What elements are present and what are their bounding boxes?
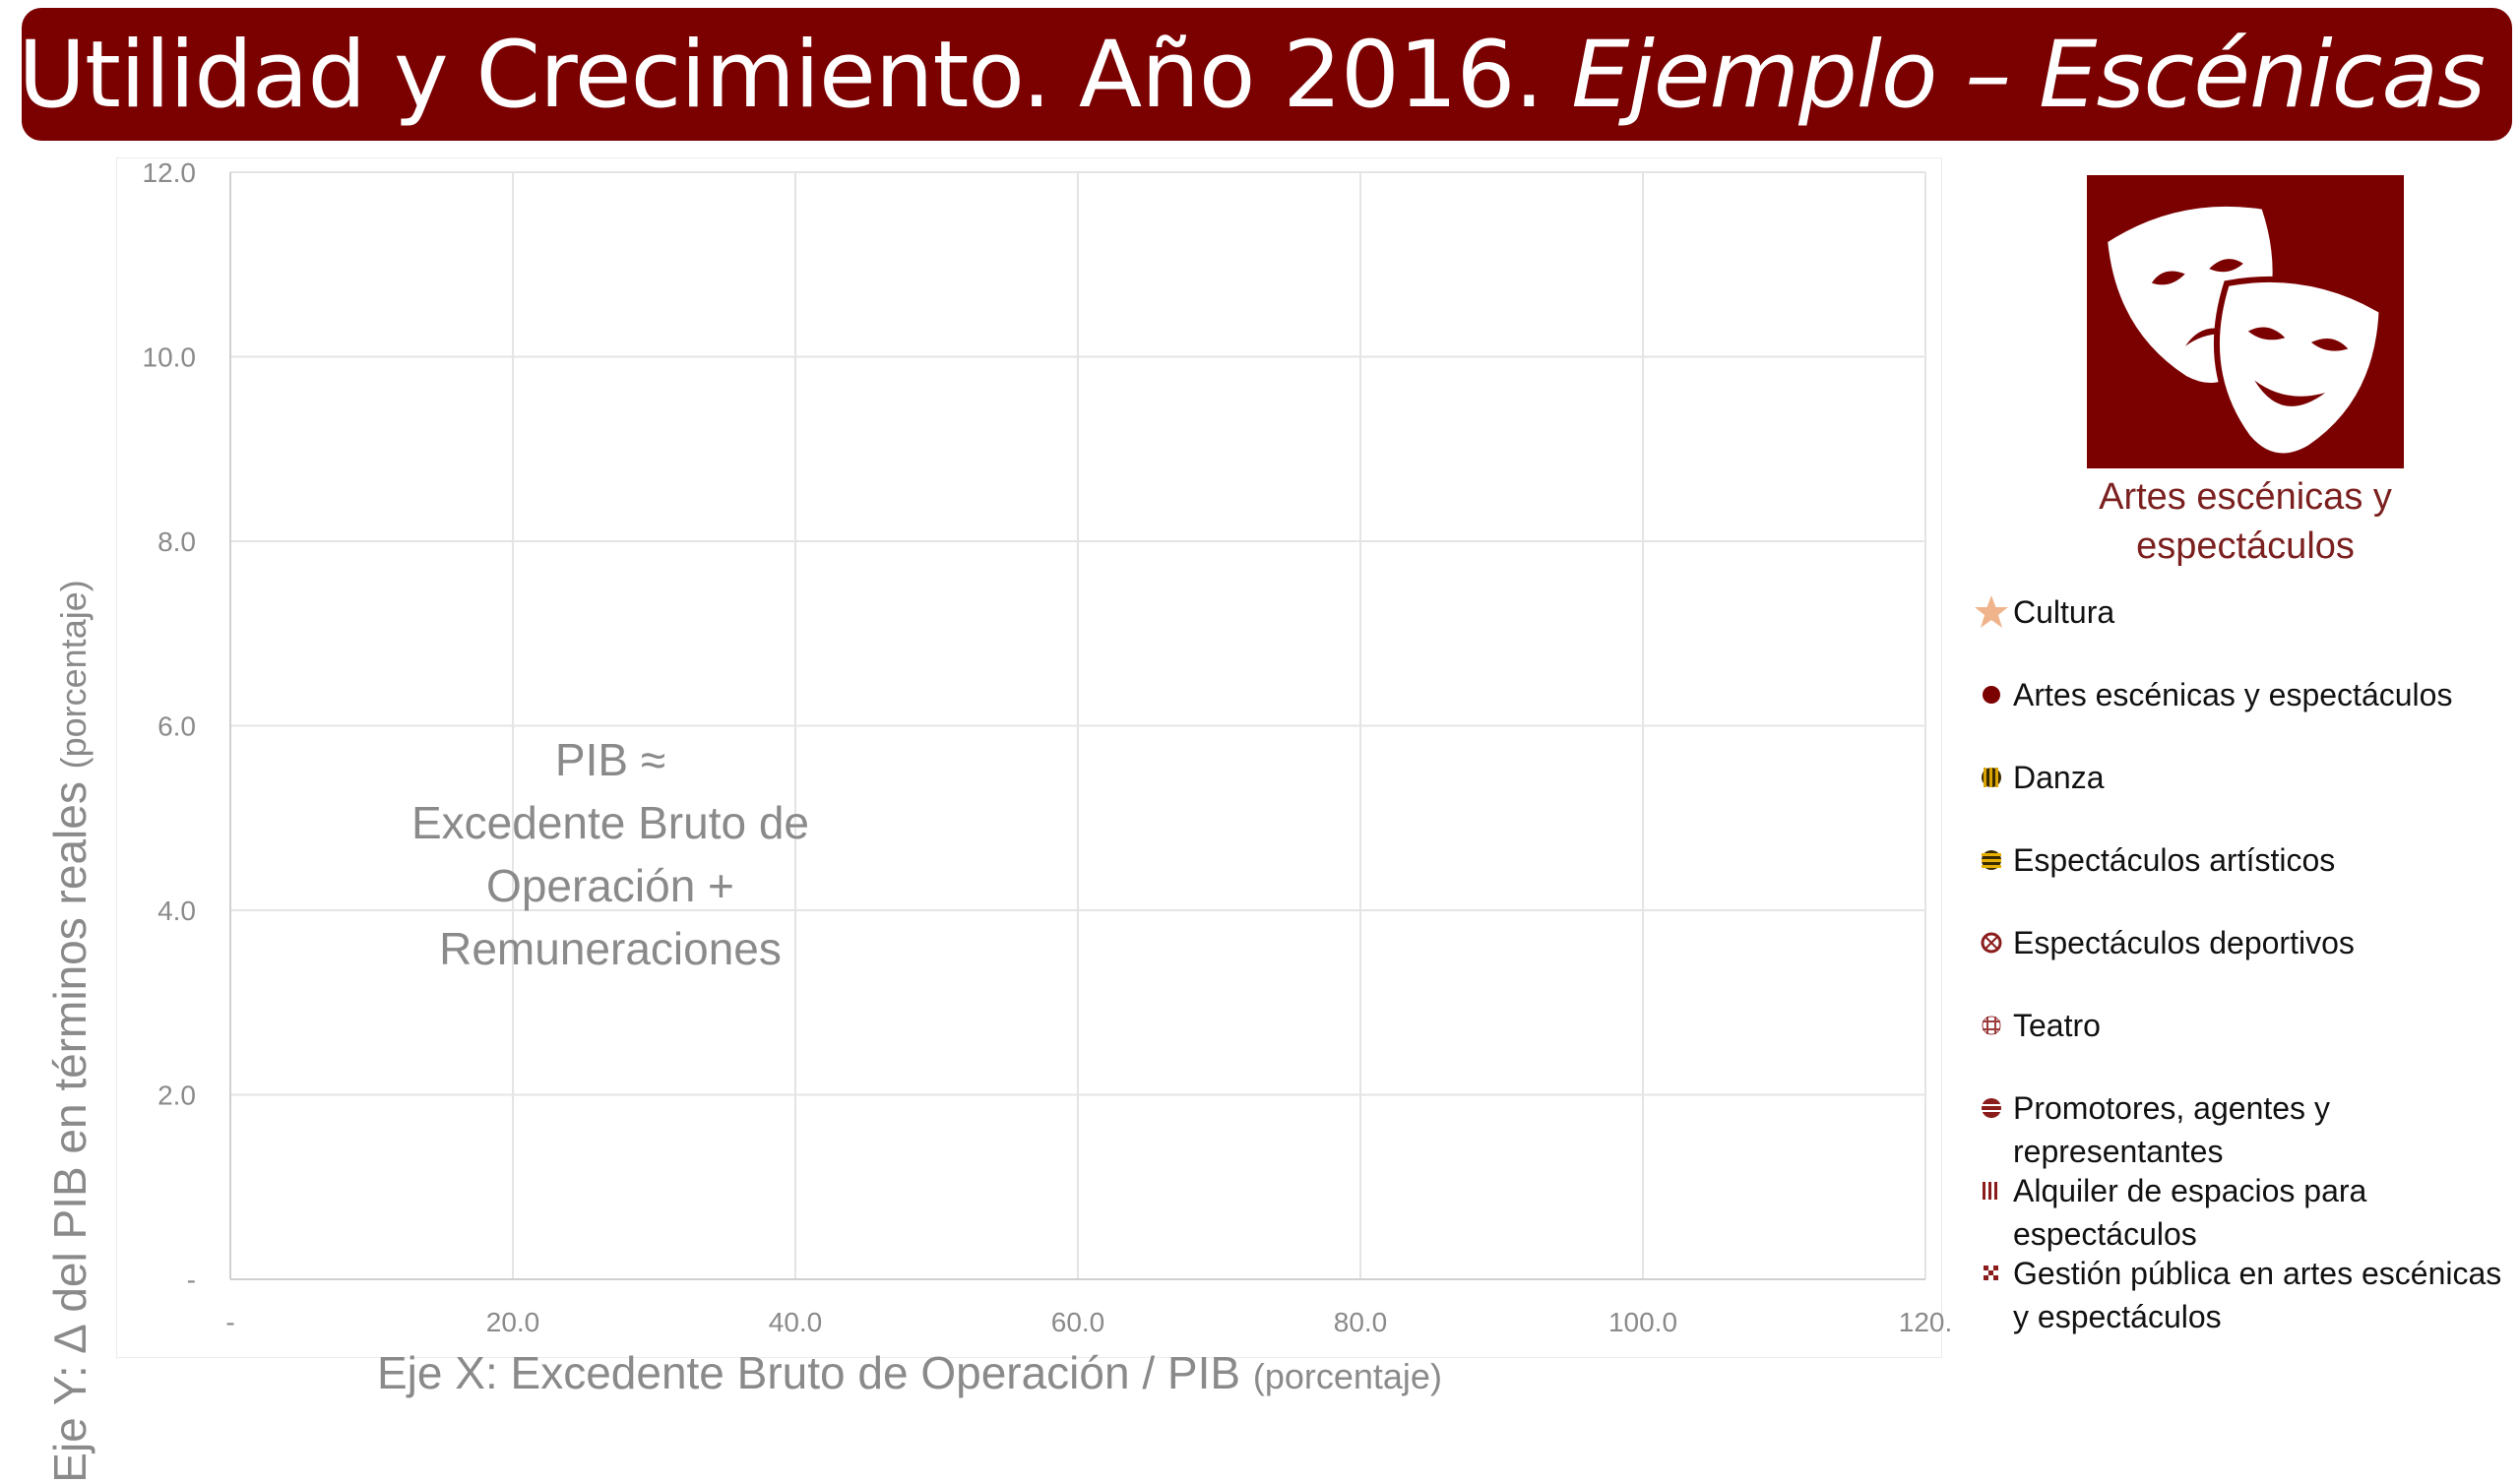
x-tick-label: 20.0 <box>486 1307 540 1337</box>
legend-label: Gestión pública en artes escénicas y esp… <box>2013 1256 2502 1334</box>
x-tick-label: 120. <box>1899 1307 1953 1337</box>
legend-label: Espectáculos deportivos <box>2013 925 2355 960</box>
sector-title-line: Artes escénicas y <box>2099 476 2392 518</box>
chart-frame <box>116 157 1942 1358</box>
title-bar: Utilidad y Crecimiento. Año 2016. Ejempl… <box>18 8 2512 141</box>
y-tick-label: 12.0 <box>143 157 197 188</box>
sector-title-line: espectáculos <box>2136 525 2355 567</box>
legend-label: Danza <box>2013 760 2105 795</box>
legend-label: Teatro <box>2013 1008 2101 1043</box>
x-tick-label: - <box>225 1307 234 1337</box>
theater-masks-icon <box>2087 175 2404 468</box>
legend-marker-vstripe-icon <box>1974 760 2009 795</box>
x-axis-title: Eje X: Excedente Bruto de Operación / PI… <box>377 1346 1442 1399</box>
x-axis-unit: (porcentaje) <box>1252 1356 1442 1396</box>
scatter-chart: - 20.0 40.0 60.0 80.0 100.0 120. - 2.0 4.0 6.0 8.0 1… <box>143 157 1953 1337</box>
y-axis-unit: (porcentaje) <box>53 580 94 770</box>
y-tick-label: 8.0 <box>158 526 196 557</box>
annotation-line: Remuneraciones <box>439 923 782 974</box>
page-title: Utilidad y Crecimiento. Año 2016. Ejempl… <box>18 22 2486 129</box>
legend-marker-ring-icon <box>1974 925 2009 960</box>
x-tick-label: 60.0 <box>1051 1307 1105 1337</box>
y-tick-label: 2.0 <box>158 1081 196 1111</box>
y-tick-label: 4.0 <box>158 896 196 926</box>
title-main: Utilidad y Crecimiento. Año 2016. <box>18 22 1544 129</box>
legend-marker-hstripe-icon <box>1974 842 2009 878</box>
legend-marker-star-icon <box>1974 594 2009 630</box>
y-tick-label: 10.0 <box>143 342 197 373</box>
y-axis-title-text: Eje Y: ∆ del PIB en términos reales <box>44 781 95 1483</box>
title-italic: Ejemplo – Escénicas <box>1571 22 2486 129</box>
legend-label: Espectáculos artísticos <box>2013 842 2336 878</box>
legend-marker-check-icon <box>1974 1256 2009 1291</box>
legend-label: Alquiler de espacios para espectáculos <box>2013 1173 2367 1252</box>
y-tick-label: 6.0 <box>158 711 196 742</box>
gdp-annotation: PIB ≈ Excedente Bruto de Operación + Rem… <box>374 728 847 980</box>
legend-marker-hstripe2-icon <box>1974 1090 2009 1126</box>
sector-title: Artes escénicas y espectáculos <box>2087 472 2404 571</box>
x-tick-label: 100.0 <box>1608 1307 1677 1337</box>
x-axis-title-text: Eje X: Excedente Bruto de Operación / PI… <box>377 1347 1241 1398</box>
legend-marker-dot-icon <box>1974 677 2009 712</box>
y-tick-label: - <box>187 1265 196 1295</box>
annotation-line: Excedente Bruto de <box>410 797 810 848</box>
legend-label: Artes escénicas y espectáculos <box>2013 677 2453 712</box>
annotation-line: Operación + <box>486 860 734 911</box>
x-tick-label: 80.0 <box>1334 1307 1388 1337</box>
annotation-line: PIB ≈ <box>554 734 666 785</box>
legend-marker-vstripe2-icon <box>1974 1173 2009 1208</box>
y-axis-title: Eje Y: ∆ del PIB en términos reales (por… <box>43 580 96 1482</box>
legend-marker-grid-icon <box>1974 1008 2009 1043</box>
x-tick-label: 40.0 <box>769 1307 823 1337</box>
legend-label: Cultura <box>2013 594 2115 630</box>
legend-label: Promotores, agentes y representantes <box>2013 1090 2330 1169</box>
